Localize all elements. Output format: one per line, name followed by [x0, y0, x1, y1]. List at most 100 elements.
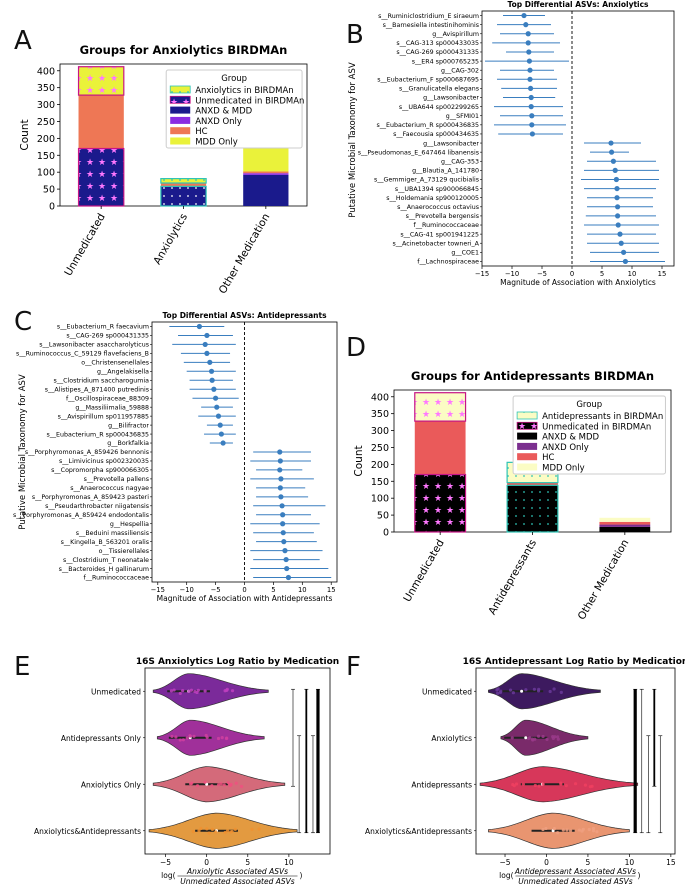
- point-estimate: [279, 503, 285, 509]
- data-point: [181, 738, 185, 742]
- taxon-label: g__SFMI01: [446, 113, 479, 120]
- highlight-bar: [160, 185, 207, 207]
- plot-frame: [481, 10, 675, 267]
- x-tick-label: Other Medication: [217, 212, 273, 296]
- violin-body: [152, 673, 269, 710]
- taxon-label: s__Alistipes_A_871400 putredinis: [45, 386, 149, 393]
- bar-segment: [160, 183, 207, 187]
- point-estimate: [615, 213, 621, 219]
- legend-swatch: [516, 411, 538, 420]
- data-point: [191, 830, 195, 834]
- data-point: [178, 738, 182, 742]
- data-point: [203, 780, 207, 784]
- y-tick-label: 350: [37, 83, 55, 94]
- data-point: [514, 782, 519, 786]
- data-point: [203, 689, 207, 693]
- y-tick-label: 400: [371, 392, 389, 403]
- y-tick-label: 150: [371, 477, 389, 488]
- x-tick-label: 10: [625, 858, 635, 867]
- data-point: [537, 784, 541, 788]
- legend-swatch: [516, 421, 538, 430]
- legend-swatch: [170, 137, 191, 145]
- data-point: [595, 830, 599, 834]
- y-axis-label: Count: [19, 119, 31, 150]
- data-point: [545, 737, 549, 741]
- y-tick-label: 0: [49, 202, 55, 213]
- data-point: [556, 735, 560, 739]
- taxon-label: s__CAG-269 sp000431335: [66, 333, 149, 340]
- data-point: [233, 827, 237, 832]
- data-point: [224, 736, 229, 741]
- data-point: [537, 687, 541, 691]
- highlight-bar: [414, 392, 467, 422]
- data-point: [257, 827, 261, 831]
- point-estimate: [285, 574, 292, 581]
- y-tick-label: 250: [37, 117, 55, 128]
- data-point: [220, 736, 224, 740]
- data-point: [541, 827, 545, 832]
- point-estimate: [277, 467, 283, 473]
- x-tick-label: 15: [666, 858, 676, 867]
- point-estimate: [278, 494, 284, 500]
- legend-label: HC: [195, 127, 207, 137]
- x-axis-label-numerator: Antidepressant Associated ASVs: [514, 867, 636, 876]
- data-point: [590, 784, 594, 788]
- panel-label-f: F: [346, 652, 361, 682]
- panel-label-c: C: [14, 307, 33, 337]
- data-point: [174, 735, 178, 739]
- taxon-label: s__UBA1394 sp900066845: [395, 186, 479, 193]
- panel-label-e: E: [14, 652, 31, 682]
- y-tick-label: 50: [43, 185, 55, 196]
- bar-chart-D: Groups for Antidepressants BIRDMAn 0 50 100…: [353, 369, 672, 622]
- point-estimate: [202, 341, 208, 348]
- point-estimate: [523, 22, 529, 28]
- panel-label-d: D: [346, 333, 367, 363]
- x-tick-label: Anxiolytics: [151, 212, 190, 267]
- x-tick-label: 0: [544, 858, 549, 867]
- data-point: [583, 783, 588, 787]
- category-label: Anxiolytics&Antidepressants: [34, 827, 141, 836]
- x-axis-label-prefix: log(: [499, 871, 513, 880]
- legend-title: Group: [221, 74, 247, 84]
- point-estimate: [196, 323, 203, 330]
- legend-swatch: [170, 127, 191, 135]
- taxon-label: s__Porphyromonas_A_859426 bennonis: [25, 449, 149, 456]
- data-point: [216, 736, 221, 741]
- data-point: [204, 733, 208, 738]
- bar-segment: [414, 421, 466, 475]
- y-axis-label: Putative Microbial Taxonomy for ASV: [348, 62, 358, 218]
- taxon-label: s__Avispirillum sp011957885: [58, 413, 149, 420]
- point-estimate: [207, 359, 213, 365]
- point-estimate: [214, 404, 220, 410]
- legend-swatch: [517, 463, 538, 471]
- x-tick-label: −5: [211, 586, 221, 594]
- bar-segment: [507, 482, 558, 486]
- data-point: [214, 830, 218, 834]
- taxon-label: s__CAG-313 sp000433035: [396, 40, 479, 47]
- panel-label-a: A: [14, 26, 32, 56]
- data-point: [552, 827, 556, 831]
- taxon-label: g__CAG-353: [441, 158, 479, 165]
- legend-label: Unmedicated in BIRDMAn: [195, 96, 304, 106]
- taxon-label: s__CAG-269 sp000431335: [396, 49, 479, 56]
- taxon-label: g__Bilifractor: [108, 422, 149, 429]
- violin-chart-F: 16S Antidepressant Log Ratio by Medicati…: [365, 657, 685, 886]
- y-tick-label: 400: [37, 66, 55, 77]
- bar-chart-A: Groups for Anxiolytics BIRDMAn 0 50 100 150 2…: [19, 43, 308, 296]
- x-axis-label: Magnitude of Association with Anxiolytic…: [500, 278, 656, 287]
- panel-label-b: B: [346, 20, 364, 50]
- taxon-label: s__Bacteroides_H gallinarum: [59, 566, 149, 573]
- x-tick-label: Antidepressants: [486, 538, 539, 617]
- point-estimate: [614, 195, 620, 201]
- y-tick-label: 200: [371, 460, 389, 471]
- x-axis-label-denominator: Unmedicated Associated ASVs: [518, 877, 632, 886]
- data-point: [223, 830, 227, 835]
- data-point: [195, 784, 200, 788]
- forest-chart-C: Top Differential ASVs: Antidepressants s_…: [13, 311, 338, 603]
- violin-median: [520, 689, 524, 693]
- violin-body: [488, 673, 601, 710]
- data-point: [229, 830, 233, 834]
- bar-segment: [599, 526, 651, 532]
- bar-segment: [599, 524, 651, 527]
- data-point: [556, 737, 560, 741]
